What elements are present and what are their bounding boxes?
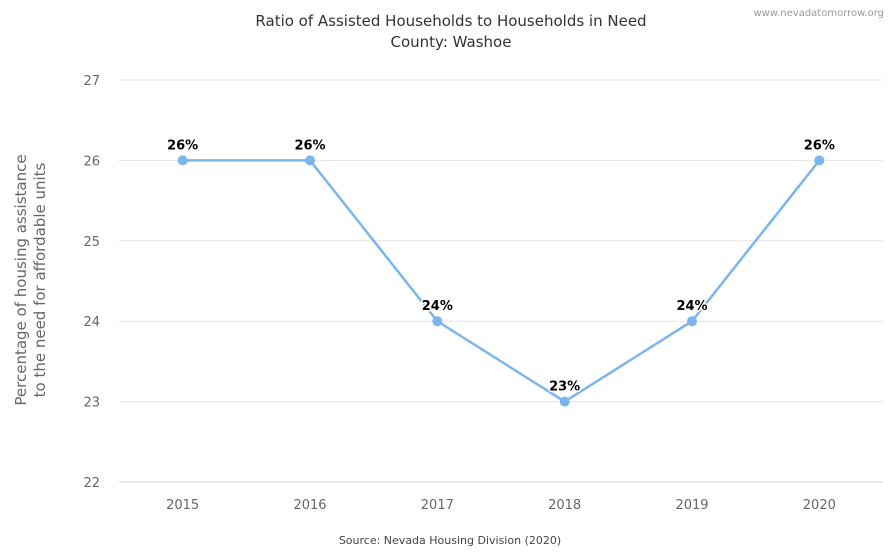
y-tick-label: 26 <box>83 154 100 169</box>
data-label: 24% <box>422 299 453 314</box>
y-tick-label: 23 <box>83 396 100 411</box>
data-point <box>814 155 825 166</box>
y-tick-label: 25 <box>83 235 100 250</box>
data-point <box>177 155 188 166</box>
y-axis-ticks: 22 23 24 25 26 27 <box>83 74 100 491</box>
data-label: 26% <box>294 138 325 153</box>
chart-subtitle: County: Washoe <box>391 33 512 51</box>
y-tick-label: 24 <box>83 315 100 330</box>
data-point <box>432 316 443 327</box>
data-point <box>305 155 315 166</box>
data-label: 23% <box>549 380 580 395</box>
y-axis-label-line-2: to the need for affordable units <box>31 162 49 397</box>
data-label: 26% <box>804 138 835 153</box>
x-tick-label: 2018 <box>548 498 581 513</box>
gridlines <box>119 79 883 483</box>
x-tick-label: 2020 <box>803 498 836 513</box>
data-point <box>687 316 697 327</box>
x-axis-ticks: 2015 2016 2017 2018 2019 2020 <box>166 498 836 513</box>
credit-link[interactable]: www.nevadatomorrow.org <box>754 8 885 19</box>
y-axis-label-line-1: Percentage of housing assistance <box>12 154 30 405</box>
y-tick-label: 27 <box>83 74 100 89</box>
series-line <box>181 159 821 403</box>
series-line-path <box>181 159 821 403</box>
x-tick-label: 2016 <box>293 498 326 513</box>
y-tick-label: 22 <box>83 476 100 491</box>
data-label: 26% <box>167 138 198 153</box>
data-labels: 26% 26% 24% 23% 24% 26% <box>166 137 837 396</box>
source-note: Source: Nevada Housing Division (2020) <box>339 534 561 547</box>
x-tick-label: 2015 <box>166 498 199 513</box>
chart-title: Ratio of Assisted Households to Househol… <box>255 12 646 30</box>
data-points <box>177 155 825 407</box>
data-point <box>559 396 570 407</box>
data-label: 24% <box>676 299 707 314</box>
x-tick-label: 2017 <box>421 498 454 513</box>
x-tick-label: 2019 <box>675 498 708 513</box>
